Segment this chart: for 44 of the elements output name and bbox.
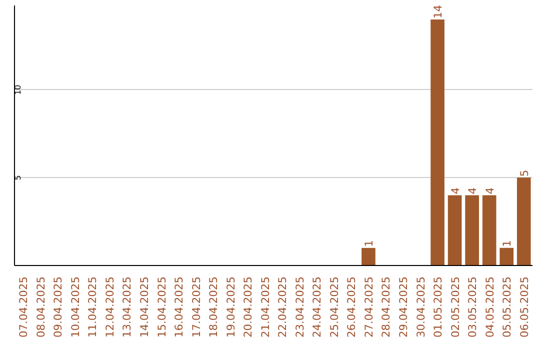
bar bbox=[430, 20, 444, 266]
data-label: 4 bbox=[448, 187, 462, 194]
x-tick-label: 23.04.2025 bbox=[293, 276, 306, 338]
x-tick-label: 17.04.2025 bbox=[190, 276, 203, 338]
bar bbox=[362, 248, 376, 266]
x-tick-label: 02.05.2025 bbox=[448, 276, 462, 338]
x-tick-label: 25.04.2025 bbox=[328, 276, 341, 338]
data-label: 1 bbox=[362, 240, 376, 247]
bar bbox=[500, 248, 514, 266]
x-tick-label: 19.04.2025 bbox=[224, 276, 238, 338]
x-tick-label: 28.04.2025 bbox=[380, 276, 393, 338]
x-tick-label: 11.04.2025 bbox=[86, 276, 100, 338]
data-label: 4 bbox=[466, 187, 480, 194]
bar bbox=[482, 195, 496, 266]
data-label: 5 bbox=[518, 170, 531, 177]
x-tick-label: 03.05.2025 bbox=[466, 276, 480, 338]
x-tick-label: 16.04.2025 bbox=[172, 276, 186, 338]
x-tick-label: 29.04.2025 bbox=[397, 276, 410, 338]
x-tick-label: 06.05.2025 bbox=[518, 276, 531, 338]
x-tick-label: 20.04.2025 bbox=[242, 276, 255, 338]
x-tick-label: 14.04.2025 bbox=[138, 276, 151, 338]
x-tick-label: 26.04.2025 bbox=[345, 276, 358, 338]
x-tick-label: 09.04.2025 bbox=[52, 276, 65, 338]
x-tick-label: 10.04.2025 bbox=[68, 276, 82, 338]
x-tick-label: 08.04.2025 bbox=[34, 276, 48, 338]
x-tick-label: 04.05.2025 bbox=[483, 276, 496, 338]
x-tick-label: 07.04.2025 bbox=[17, 276, 30, 338]
x-tick-label: 27.04.2025 bbox=[362, 276, 376, 338]
data-label: 14 bbox=[432, 4, 445, 19]
bar bbox=[516, 178, 531, 266]
x-tick-label: 13.04.2025 bbox=[120, 276, 134, 338]
x-tick-label: 15.04.2025 bbox=[155, 276, 168, 338]
x-tick-label: 12.04.2025 bbox=[103, 276, 116, 338]
x-tick-label: 21.04.2025 bbox=[258, 276, 272, 338]
x-tick-label: 18.04.2025 bbox=[207, 276, 220, 338]
x-tick-label: 24.04.2025 bbox=[310, 276, 324, 338]
x-tick-label: 22.04.2025 bbox=[276, 276, 290, 338]
x-tick-label: 30.04.2025 bbox=[414, 276, 428, 338]
x-tick-label: 05.05.2025 bbox=[500, 276, 514, 338]
data-label: 1 bbox=[500, 240, 514, 247]
x-tick-label: 01.05.2025 bbox=[432, 276, 445, 338]
bar bbox=[448, 195, 462, 266]
data-label: 4 bbox=[483, 187, 496, 194]
bar bbox=[465, 195, 479, 266]
